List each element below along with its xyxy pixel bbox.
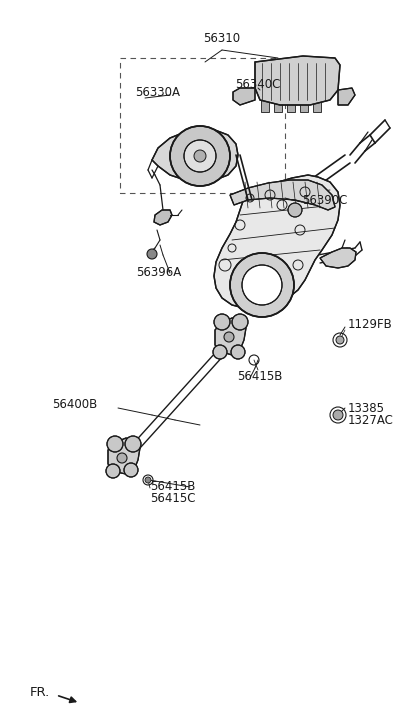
Polygon shape	[215, 318, 246, 355]
Polygon shape	[338, 88, 355, 105]
Polygon shape	[233, 88, 255, 105]
Text: 56396A: 56396A	[136, 265, 181, 278]
Text: FR.: FR.	[30, 686, 50, 699]
Circle shape	[224, 332, 234, 342]
Text: 56340C: 56340C	[235, 79, 280, 92]
Polygon shape	[154, 210, 172, 225]
Text: 13385: 13385	[348, 401, 385, 414]
Text: 56330A: 56330A	[135, 87, 180, 100]
Polygon shape	[255, 56, 340, 105]
Circle shape	[125, 436, 141, 452]
Polygon shape	[152, 130, 238, 182]
Circle shape	[194, 150, 206, 162]
Bar	[287, 100, 295, 112]
Circle shape	[232, 314, 248, 330]
Circle shape	[145, 477, 151, 483]
Circle shape	[231, 345, 245, 359]
Bar	[261, 100, 269, 112]
Circle shape	[214, 314, 230, 330]
Circle shape	[106, 464, 120, 478]
Text: 56415C: 56415C	[150, 492, 196, 505]
Text: 56400B: 56400B	[52, 398, 97, 411]
Circle shape	[147, 249, 157, 259]
Bar	[313, 100, 321, 112]
Text: 56390C: 56390C	[302, 193, 347, 206]
Circle shape	[242, 265, 282, 305]
Circle shape	[107, 436, 123, 452]
Bar	[274, 100, 282, 112]
Text: 1327AC: 1327AC	[348, 414, 394, 427]
Circle shape	[288, 203, 302, 217]
Circle shape	[170, 126, 230, 186]
Bar	[120, 58, 285, 193]
Circle shape	[117, 453, 127, 463]
Circle shape	[213, 345, 227, 359]
Circle shape	[124, 463, 138, 477]
Circle shape	[184, 140, 216, 172]
Text: 56415B: 56415B	[237, 369, 282, 382]
Text: 56415B: 56415B	[150, 481, 195, 494]
Text: 56310: 56310	[204, 32, 241, 45]
Polygon shape	[320, 248, 356, 268]
Polygon shape	[230, 180, 335, 210]
Text: 1129FB: 1129FB	[348, 318, 393, 332]
Polygon shape	[214, 175, 340, 308]
Circle shape	[333, 410, 343, 420]
Bar	[300, 100, 308, 112]
Polygon shape	[108, 438, 140, 474]
Circle shape	[230, 253, 294, 317]
Circle shape	[336, 336, 344, 344]
